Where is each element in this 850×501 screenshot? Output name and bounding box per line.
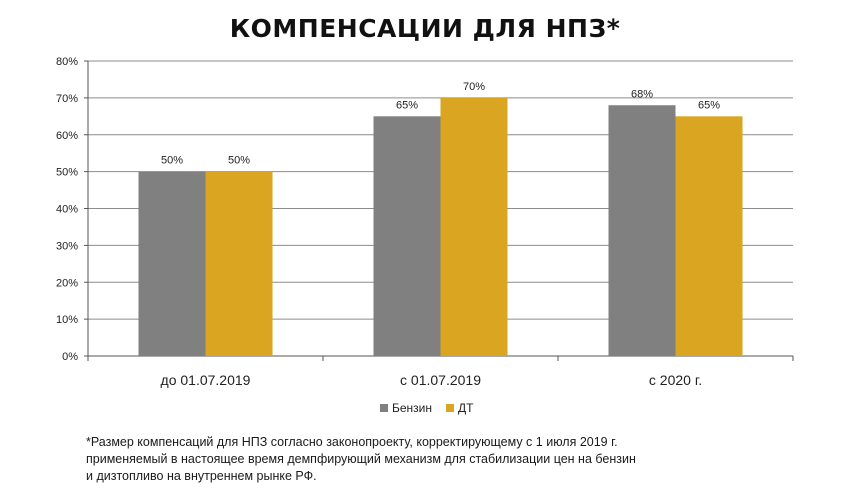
bar-benzin [138,171,206,356]
data-label: 50% [161,155,183,167]
legend-swatch [446,404,454,412]
y-tick-label: 70% [56,93,78,105]
legend-label: Бензин [392,401,432,415]
bar-dt [675,116,743,356]
footnote-line-1: *Размер компенсаций для НПЗ согласно зак… [86,435,618,449]
data-label: 68% [631,88,653,100]
y-tick-label: 60% [56,130,78,142]
bar-benzin [608,105,676,356]
y-tick-label: 10% [56,314,78,326]
data-label: 50% [228,155,250,167]
y-tick-label: 40% [56,204,78,216]
x-category-label: до 01.07.2019 [161,372,251,388]
y-tick-label: 20% [56,277,78,289]
y-tick-label: 30% [56,240,78,252]
data-label: 70% [463,81,485,93]
footnote: *Размер компенсаций для НПЗ согласно зак… [86,434,786,485]
legend-swatch [380,404,388,412]
footnote-line-3: и дизтопливо на внутреннем рынке РФ. [86,469,317,483]
x-category-label: с 2020 г. [649,372,702,388]
x-category-label: с 01.07.2019 [400,372,481,388]
footnote-line-2: применяемый в настоящее время демпфирующ… [86,452,636,466]
legend-label: ДТ [458,401,474,415]
bar-benzin [373,116,441,356]
y-tick-label: 50% [56,167,78,179]
bar-dt [440,97,508,356]
bar-dt [205,171,273,356]
data-label: 65% [396,99,418,111]
data-label: 65% [698,99,720,111]
y-tick-label: 0% [62,351,78,363]
y-tick-label: 80% [56,56,78,68]
chart-title: КОМПЕНСАЦИИ ДЛЯ НПЗ* [229,14,621,43]
